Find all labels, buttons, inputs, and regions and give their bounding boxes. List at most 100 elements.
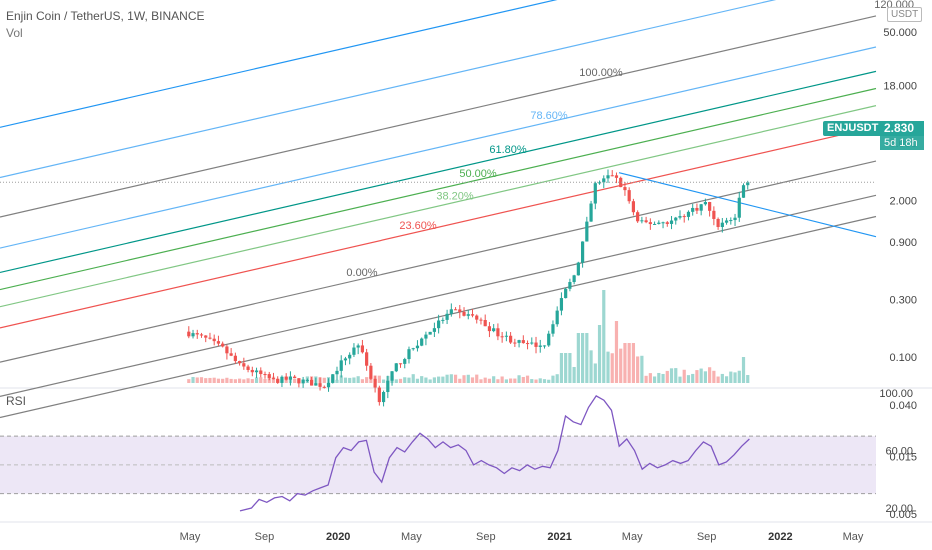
candle-body [250, 369, 254, 373]
candle-body [699, 204, 703, 211]
rsi-tick-label: 100.00 [879, 388, 913, 400]
volume-bar [403, 377, 407, 383]
candle-body [691, 207, 695, 212]
time-tick-label: 2021 [547, 531, 571, 543]
rsi-tick-label: 20.00 [885, 503, 913, 515]
candle-body [657, 222, 661, 224]
volume-bar [462, 375, 466, 383]
volume-bar [568, 353, 572, 383]
candle-body [580, 241, 585, 263]
volume-bar [293, 379, 297, 383]
volume-bar [648, 373, 652, 383]
volume-bar [674, 368, 678, 383]
price-tick-label: 0.005 [889, 509, 917, 521]
rsi-axis[interactable]: 100.00 60.00 20.00 [879, 388, 913, 515]
candle-body [737, 197, 741, 218]
candle-body [360, 345, 365, 353]
volume-bar [377, 375, 381, 383]
candle-body [521, 340, 525, 344]
rsi-label[interactable]: RSI [6, 394, 27, 408]
price-tick-label: 0.100 [889, 352, 917, 364]
price-axis[interactable]: 120.00050.00018.0006.0002.0000.9000.3000… [874, 0, 917, 550]
candle-body [356, 345, 360, 348]
volume-bar [720, 373, 724, 383]
candle-body [305, 379, 309, 381]
candle-body [733, 217, 737, 221]
fib-level-label: 100.00% [579, 67, 623, 79]
candlesticks [187, 169, 750, 407]
candle-body [288, 376, 293, 380]
candle-body [386, 380, 390, 393]
candle-body [394, 363, 398, 372]
volume-bar [360, 379, 365, 383]
volume-bar [458, 378, 462, 383]
volume-bar [716, 376, 720, 383]
volume-bar [221, 378, 225, 383]
fib-channel[interactable] [0, 0, 877, 419]
fib-level-line [0, 105, 877, 308]
price-tick-label: 120.000 [874, 0, 914, 11]
volume-bar [703, 371, 707, 383]
time-tick-label: Sep [476, 531, 496, 543]
volume-bar [415, 378, 420, 383]
volume-bar [496, 379, 500, 383]
volume-bar [212, 377, 216, 383]
candle-body [352, 347, 356, 355]
price-tick-label: 0.900 [889, 237, 917, 249]
volume-bar [504, 379, 508, 383]
volume-bar [580, 333, 585, 383]
volume-bar [746, 375, 750, 383]
candle-body [242, 363, 246, 367]
candle-body [585, 221, 589, 242]
volume-bar [475, 374, 479, 383]
time-tick-label: May [622, 531, 643, 543]
fib-level-line [0, 15, 877, 218]
candle-body [614, 175, 619, 178]
candle-body [703, 202, 707, 205]
candle-body [665, 222, 669, 224]
candle-body [487, 326, 492, 332]
candle-body [525, 343, 530, 345]
candle-body [564, 288, 568, 299]
volume-bar [191, 376, 195, 383]
fib-level-label: 61.80% [489, 144, 527, 156]
volume-bar [420, 376, 424, 383]
volume-bar [627, 343, 631, 383]
candle-body [597, 182, 602, 184]
volume-bar [398, 378, 403, 383]
volume-bar [597, 325, 602, 383]
volume-bar [187, 379, 191, 383]
volume-bar [199, 377, 204, 383]
price-tick-label: 0.300 [889, 295, 917, 307]
volume-bar [585, 333, 589, 383]
volume-bar [576, 333, 580, 383]
volume-bar [432, 377, 436, 383]
candle-body [479, 319, 483, 321]
volume-bar [530, 379, 534, 383]
volume-bar [411, 374, 415, 383]
volume-bar [724, 376, 729, 383]
candle-body [593, 183, 597, 204]
candle-body [441, 319, 445, 321]
symbol-title[interactable]: Enjin Coin / TetherUS, 1W, BINANCE [6, 9, 205, 23]
candle-body [589, 203, 593, 222]
currency-badge[interactable]: USDT [887, 7, 923, 22]
trend-line[interactable] [618, 172, 877, 238]
candle-body [238, 361, 242, 364]
candle-body [695, 207, 699, 211]
candle-body [246, 366, 250, 370]
candle-body [271, 378, 276, 380]
candle-body [259, 370, 263, 375]
time-axis[interactable]: May Sep 2020 May Sep 2021 May Sep 2022 May [180, 531, 864, 543]
volume-bar [352, 377, 356, 383]
candle-body [602, 178, 606, 183]
candle-body [462, 311, 466, 316]
candle-body [631, 201, 636, 213]
candle-body [741, 185, 746, 198]
volume-label[interactable]: Vol [6, 26, 23, 40]
candle-body [513, 342, 517, 344]
candle-body [652, 223, 657, 225]
price-tick-label: 18.000 [883, 80, 917, 92]
candle-body [496, 328, 500, 337]
